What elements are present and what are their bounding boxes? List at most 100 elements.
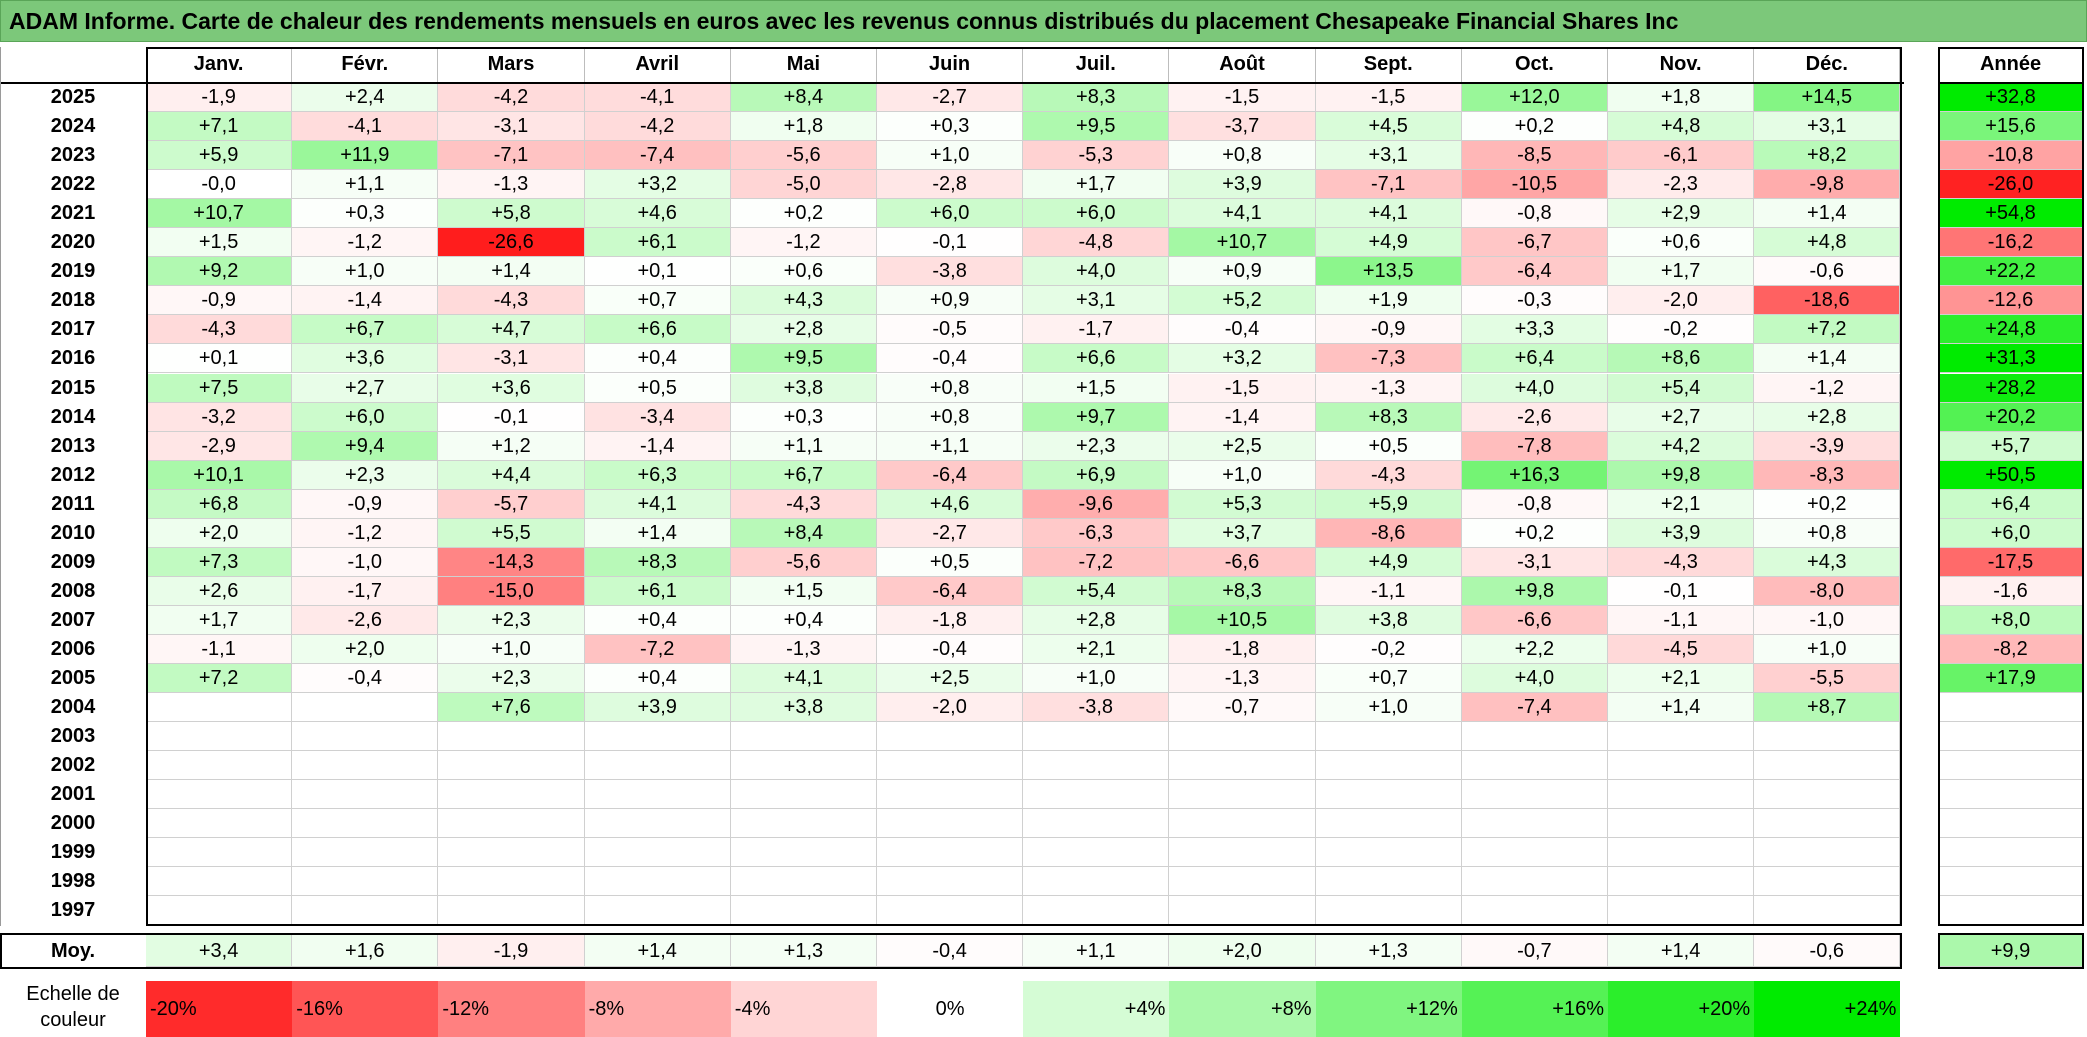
heatmap-cell — [292, 780, 439, 810]
heatmap-cell: +0,8 — [1169, 141, 1316, 171]
heatmap-cell: -0,9 — [146, 286, 293, 316]
heatmap-cell: -6,3 — [1023, 518, 1170, 548]
heatmap-cell: +2,1 — [1608, 489, 1755, 519]
heatmap-cell: -0,9 — [292, 489, 439, 519]
heatmap-cell: -2,0 — [1608, 286, 1755, 316]
heatmap-cell — [877, 722, 1024, 752]
heatmap-cell: -1,8 — [1169, 634, 1316, 664]
heatmap-cell: -2,6 — [292, 605, 439, 635]
heatmap-cell — [292, 809, 439, 839]
heatmap-cell: +4,1 — [730, 664, 877, 694]
heatmap-cell — [730, 722, 877, 752]
heatmap-cell: +2,3 — [1023, 431, 1170, 461]
heatmap-cell: +0,2 — [1461, 112, 1608, 142]
heatmap-cell — [584, 809, 731, 839]
heatmap-cell: -3,1 — [1461, 547, 1608, 577]
heatmap-cell: -1,5 — [1169, 83, 1316, 113]
heatmap-cell: -4,3 — [146, 315, 293, 345]
heatmap-cell — [1608, 751, 1755, 781]
heatmap-cell: -4,5 — [1608, 634, 1755, 664]
heatmap-cell: +0,5 — [584, 373, 731, 403]
heatmap-cell: -2,3 — [1608, 170, 1755, 200]
heatmap-cell: +6,7 — [730, 460, 877, 490]
average-cell: +3,4 — [146, 935, 293, 967]
heatmap-cell: +0,8 — [877, 402, 1024, 432]
heatmap-cell — [730, 809, 877, 839]
heatmap-cell: -3,8 — [877, 257, 1024, 287]
heatmap-cell: -1,3 — [1169, 664, 1316, 694]
heatmap-cell: +3,8 — [730, 373, 877, 403]
heatmap-cell: +0,4 — [584, 344, 731, 374]
heatmap-cell: -2,0 — [877, 693, 1024, 723]
heatmap-cell: +1,0 — [877, 141, 1024, 171]
heatmap-cell: +1,0 — [438, 634, 585, 664]
heatmap-cell: +3,6 — [292, 344, 439, 374]
heatmap-cell: +8,7 — [1754, 693, 1901, 723]
heatmap-cell: +3,3 — [1461, 315, 1608, 345]
heatmap-cell: +3,9 — [1169, 170, 1316, 200]
heatmap-cell: +2,3 — [438, 664, 585, 694]
heatmap-cell — [438, 780, 585, 810]
heatmap-cell: +0,3 — [730, 402, 877, 432]
heatmap-cell — [1169, 809, 1316, 839]
row-year-label: 1997 — [50, 899, 96, 922]
heatmap-cell: +1,5 — [1023, 373, 1170, 403]
heatmap-cell: -9,8 — [1754, 170, 1901, 200]
heatmap-cell — [1608, 780, 1755, 810]
heatmap-cell — [438, 722, 585, 752]
heatmap-cell: +8,6 — [1608, 344, 1755, 374]
heatmap-cell — [438, 809, 585, 839]
heatmap-cell — [877, 838, 1024, 868]
heatmap-cell: +1,1 — [730, 431, 877, 461]
heatmap-cell: +1,8 — [730, 112, 877, 142]
heatmap-cell: +9,2 — [146, 257, 293, 287]
heatmap-cell: +8,2 — [1754, 141, 1901, 171]
heatmap-cell — [584, 867, 731, 897]
heatmap-cell: -1,4 — [584, 431, 731, 461]
heatmap-cell: -4,8 — [1023, 228, 1170, 258]
heatmap-cell — [1169, 722, 1316, 752]
heatmap-cell: +9,5 — [730, 344, 877, 374]
heatmap-cell: +6,0 — [1023, 199, 1170, 229]
heatmap-cell — [146, 867, 293, 897]
heatmap-cell: -0,2 — [1608, 315, 1755, 345]
annual-cell — [1938, 838, 2084, 868]
heatmap-cell: +0,2 — [730, 199, 877, 229]
heatmap-cell: +7,2 — [1754, 315, 1901, 345]
month-header: Juin — [877, 47, 1024, 83]
left-border — [0, 47, 1, 927]
heatmap-cell — [292, 867, 439, 897]
heatmap-cell: +10,1 — [146, 460, 293, 490]
heatmap-cell: +8,3 — [1169, 576, 1316, 606]
row-year-label: 2016 — [50, 347, 96, 370]
average-cell: +1,3 — [730, 935, 877, 967]
heatmap-cell: +7,3 — [146, 547, 293, 577]
heatmap-cell: +2,3 — [438, 605, 585, 635]
heatmap-cell: -8,5 — [1461, 141, 1608, 171]
annual-cell: +28,2 — [1938, 373, 2084, 403]
heatmap-cell: +1,5 — [146, 228, 293, 258]
heatmap-cell: -7,8 — [1461, 431, 1608, 461]
heatmap-cell: +3,9 — [584, 693, 731, 723]
heatmap-cell — [1315, 780, 1462, 810]
heatmap-cell: +8,4 — [730, 83, 877, 113]
heatmap-cell: -0,4 — [1169, 315, 1316, 345]
heatmap-cell: +6,4 — [1461, 344, 1608, 374]
heatmap-cell: +3,1 — [1023, 286, 1170, 316]
heatmap-cell — [877, 809, 1024, 839]
heatmap-cell: +6,3 — [584, 460, 731, 490]
heatmap-cell: -7,2 — [1023, 547, 1170, 577]
heatmap-cell — [1315, 809, 1462, 839]
row-year-label: 2024 — [50, 115, 96, 138]
heatmap-cell — [1754, 838, 1901, 868]
row-year-label: 2006 — [50, 637, 96, 660]
average-cell: +2,0 — [1169, 935, 1316, 967]
heatmap-cell — [146, 838, 293, 868]
heatmap-cell: +2,0 — [292, 634, 439, 664]
heatmap-cell: -4,3 — [1608, 547, 1755, 577]
heatmap-cell — [1461, 867, 1608, 897]
heatmap-cell: +0,6 — [730, 257, 877, 287]
heatmap-cell: -4,3 — [438, 286, 585, 316]
heatmap-cell: +4,2 — [1608, 431, 1755, 461]
heatmap-cell: +1,0 — [292, 257, 439, 287]
